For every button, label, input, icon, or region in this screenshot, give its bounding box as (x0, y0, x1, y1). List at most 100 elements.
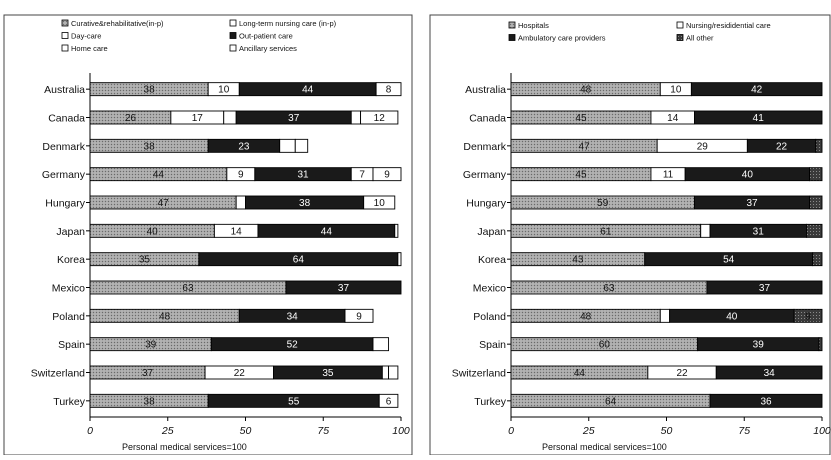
category-label-korea: Korea (478, 254, 506, 266)
bar-value-label: 22 (234, 368, 246, 379)
bar-value-label: 17 (192, 113, 204, 124)
bar-value-label: 48 (580, 311, 592, 322)
category-label-denmark: Denmark (42, 141, 85, 153)
bar-segment-spain-all-other (818, 337, 823, 352)
category-label-mexico: Mexico (52, 283, 85, 295)
bar-value-label: 38 (299, 198, 311, 209)
bar-value-label: 41 (753, 113, 765, 124)
x-tick-label: 0 (508, 425, 514, 437)
bar-value-label: 64 (605, 396, 617, 407)
x-tick-label: 75 (317, 425, 329, 437)
bar-value-label: 14 (667, 113, 679, 124)
x-tick-label: 100 (392, 425, 410, 437)
bar-segment-switzerland-ancillary-services (388, 365, 399, 380)
legend-label-ambulatory-care-providers: Ambulatory care providers (518, 34, 606, 43)
category-label-poland: Poland (52, 311, 85, 323)
bar-value-label: 45 (575, 170, 587, 181)
category-label-germany: Germany (463, 169, 507, 181)
bar-value-label: 54 (723, 255, 735, 266)
bar-segment-korea-all-other (812, 252, 823, 267)
category-label-canada: Canada (469, 113, 506, 125)
legend-label-home-care: Home care (71, 44, 108, 53)
category-label-turkey: Turkey (53, 396, 85, 408)
bar-value-label: 31 (753, 226, 765, 237)
bar-value-label: 39 (145, 340, 157, 351)
bar-value-label: 43 (572, 255, 584, 266)
bar-value-label: 64 (293, 255, 305, 266)
bar-segment-hungary-ancillary-services (363, 195, 396, 210)
legend-label-all-other: All other (686, 34, 714, 43)
legend-swatch-nursing-resididential-care (676, 21, 684, 29)
x-axis-label: Personal medical services=100 (542, 442, 667, 452)
right-chart: Hospitals Nursing/resididential care Ambul… (452, 21, 831, 452)
x-tick-label: 0 (87, 425, 93, 437)
x-tick-label: 100 (813, 425, 831, 437)
bar-value-label: 40 (742, 170, 754, 181)
bar-segment-germany-ancillary-services (372, 167, 402, 182)
bar-segment-switzerland-ambulatory-care-providers (715, 365, 823, 380)
bar-value-label: 48 (580, 85, 592, 96)
category-label-australia: Australia (465, 84, 506, 96)
bar-value-label: 22 (776, 141, 788, 152)
bar-value-label: 44 (321, 226, 333, 237)
bar-value-label: 35 (322, 368, 334, 379)
bar-value-label: 42 (751, 85, 763, 96)
x-tick-label: 50 (240, 425, 252, 437)
category-label-spain: Spain (479, 339, 506, 351)
bar-value-label: 12 (374, 113, 386, 124)
category-label-spain: Spain (58, 339, 85, 351)
bar-value-label: 39 (753, 340, 765, 351)
bar-value-label: 37 (746, 198, 758, 209)
bar-segment-switzerland-home-care (381, 365, 390, 380)
bar-value-label: 9 (356, 311, 362, 322)
bar-value-label: 37 (759, 283, 771, 294)
bar-value-label: 37 (288, 113, 300, 124)
category-label-canada: Canada (48, 113, 85, 125)
category-label-denmark: Denmark (463, 141, 506, 153)
bar-value-label: 9 (384, 170, 390, 181)
legend-swatch-ambulatory-care-providers (508, 34, 516, 41)
bar-value-label: 61 (600, 226, 612, 237)
bar-value-label: 11 (663, 170, 674, 181)
bar-value-label: 10 (670, 85, 682, 96)
bar-segment-canada-ancillary-services (360, 110, 399, 125)
bar-segment-denmark-ancillary-services (294, 138, 309, 153)
bar-value-label: 45 (575, 113, 587, 124)
bar-segment-australia-ancillary-services (375, 82, 402, 97)
bar-segment-denmark-all-other (815, 138, 823, 153)
bar-value-label: 9 (238, 170, 244, 181)
bar-value-label: 60 (599, 340, 611, 351)
x-tick-label: 25 (582, 425, 595, 437)
category-label-japan: Japan (477, 226, 506, 238)
category-label-poland: Poland (473, 311, 506, 323)
legend-swatch-out-patient-care (229, 32, 237, 39)
bar-value-label: 44 (574, 368, 586, 379)
bar-value-label: 26 (125, 113, 137, 124)
bar-value-label: 38 (144, 85, 156, 96)
category-label-turkey: Turkey (474, 396, 506, 408)
legend-label-hospitals: Hospitals (518, 21, 549, 30)
x-tick-label: 50 (661, 425, 673, 437)
legend-swatch-hospitals (508, 21, 516, 29)
legend-label-out-patient-care: Out-patient care (239, 32, 293, 41)
category-label-korea: Korea (57, 254, 85, 266)
legend-label-curative-rehabilitative-in-p: Curative&rehabilitative(in-p) (71, 19, 164, 28)
bar-segment-canada-home-care (350, 110, 362, 125)
bar-segment-hungary-all-other (809, 195, 823, 210)
bar-segment-spain-ancillary-services (372, 337, 390, 352)
bar-value-label: 10 (218, 85, 230, 96)
bar-value-label: 48 (159, 311, 171, 322)
bar-value-label: 10 (374, 198, 386, 209)
bar-value-label: 8 (386, 85, 392, 96)
bar-value-label: 31 (297, 170, 309, 181)
bar-segment-australia-ambulatory-care-providers (690, 82, 823, 97)
bar-value-label: 44 (153, 170, 165, 181)
bar-value-label: 63 (182, 283, 194, 294)
bar-segment-poland-all-other (793, 308, 823, 323)
category-label-japan: Japan (56, 226, 85, 238)
bar-value-label: 29 (697, 141, 709, 152)
bar-segment-mexico-out-patient-care (285, 280, 402, 295)
bar-value-label: 35 (139, 255, 151, 266)
bar-value-label: 34 (764, 368, 776, 379)
